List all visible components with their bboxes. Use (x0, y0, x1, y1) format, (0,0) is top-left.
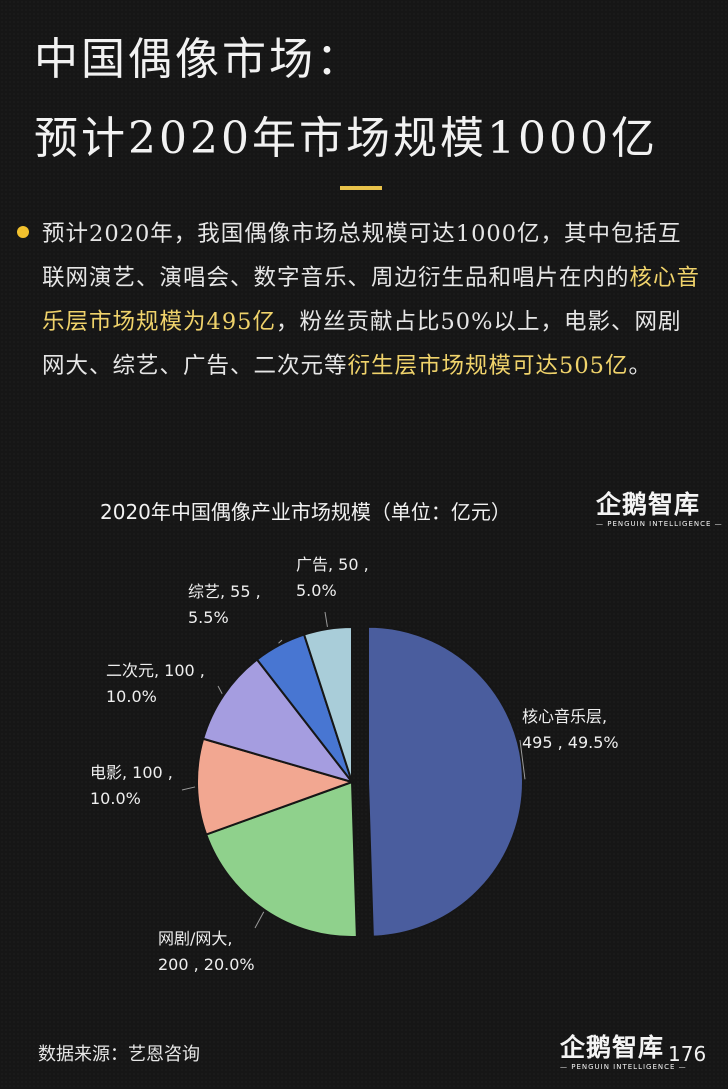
leader-line-3 (217, 685, 223, 694)
summary-part-1: 预计2020年，我国偶像市场总规模可达1000亿，其中包括互联网演艺、演唱会、数… (42, 221, 682, 291)
leader-line-5 (324, 611, 328, 628)
slice-label-1: 网剧/网大, 200 , 20.0% (158, 929, 255, 974)
pie-slice-3 (201, 658, 355, 784)
penguin-logo-bottom: 企鹅智库 — PENGUIN INTELLIGENCE — (560, 1035, 687, 1071)
pie-slice-0 (366, 625, 524, 938)
leader-line-4 (278, 639, 283, 644)
slice-label-0: 核心音乐层, 495 , 49.5% (522, 707, 619, 752)
leader-line-1 (254, 911, 265, 929)
summary-highlight-2: 衍生层市场规模可达505亿 (347, 353, 629, 379)
page-number: 176 (668, 1042, 707, 1066)
title-line-1: 中国偶像市场： (34, 34, 363, 85)
title-divider (340, 186, 382, 190)
logo-sub-text: — PENGUIN INTELLIGENCE — (596, 520, 723, 528)
leader-line-2 (181, 786, 196, 791)
leader-line-0 (519, 739, 526, 780)
summary-part-2: ，粉丝贡献占比50%以上，电影、网剧网大、综艺、广告、二次元等 (42, 309, 682, 379)
logo-main-text: 企鹅智库 (560, 1033, 665, 1062)
chart-title: 2020年中国偶像产业市场规模（单位：亿元） (100, 500, 511, 524)
bullet-dot-icon (17, 226, 29, 238)
pie-slice-2 (196, 737, 356, 836)
summary-highlight-1: 核心音乐层市场规模为495亿 (42, 265, 701, 335)
summary-part-3: 。 (628, 353, 652, 379)
title-line-2: 预计2020年市场规模1000亿 (34, 113, 658, 164)
penguin-logo-top: 企鹅智库 — PENGUIN INTELLIGENCE — (596, 492, 723, 528)
logo-main-text: 企鹅智库 (596, 490, 701, 519)
logo-sub-text: — PENGUIN INTELLIGENCE — (560, 1063, 687, 1071)
pie-slice-5 (302, 625, 353, 783)
slice-label-3: 二次元, 100 , 10.0% (106, 661, 205, 706)
slice-label-4: 综艺, 55 , 5.5% (188, 582, 261, 627)
summary-paragraph: 预计2020年，我国偶像市场总规模可达1000亿，其中包括互联网演艺、演唱会、数… (42, 212, 702, 388)
pie-slice-1 (204, 780, 358, 938)
slice-label-5: 广告, 50 , 5.0% (296, 555, 369, 600)
slice-label-2: 电影, 100 , 10.0% (90, 763, 173, 808)
data-source: 数据来源：艺恩咨询 (38, 1044, 200, 1065)
